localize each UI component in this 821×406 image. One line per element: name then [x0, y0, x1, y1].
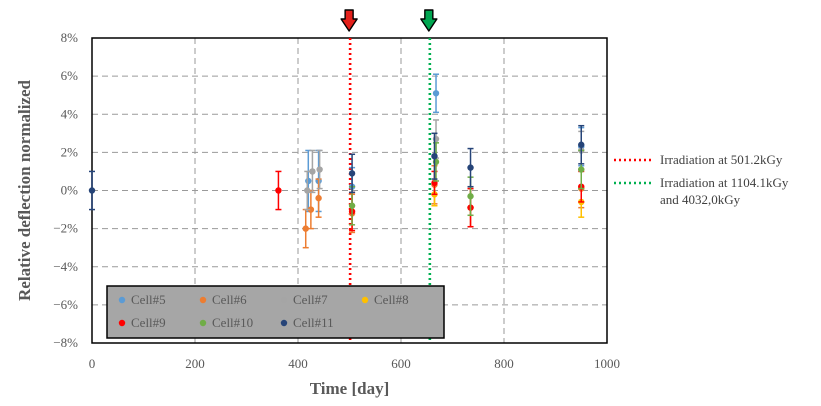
marker	[275, 187, 282, 194]
marker	[578, 166, 585, 173]
marker	[305, 177, 312, 185]
legend-label: Cell#8	[374, 292, 409, 307]
annotation-legend: Irradiation at 501.2kGy Irradiation at 11…	[614, 152, 789, 207]
data-point	[302, 208, 309, 249]
marker	[309, 168, 316, 175]
y-tick-label: −6%	[53, 297, 78, 312]
legend-label: Cell#7	[293, 292, 328, 307]
y-tick-label: 8%	[61, 30, 79, 45]
legend-label: Cell#11	[293, 315, 334, 330]
marker	[431, 152, 438, 160]
marker	[467, 193, 474, 200]
x-axis-title: Time [day]	[310, 379, 390, 398]
legend-marker	[280, 319, 288, 327]
marker	[467, 164, 474, 171]
x-tick-label: 400	[288, 356, 308, 371]
legend-label: Cell#5	[131, 292, 166, 307]
data-point	[467, 147, 474, 188]
legend-marker	[199, 296, 207, 304]
data-point	[315, 178, 322, 218]
y-tick-label: −8%	[53, 335, 78, 350]
data-points	[88, 73, 585, 249]
down-arrow-icon	[420, 9, 438, 32]
marker	[307, 206, 315, 213]
legend-marker	[199, 319, 207, 327]
marker	[88, 187, 96, 194]
x-tick-label: 800	[494, 356, 514, 371]
irradiation-lines	[348, 38, 432, 343]
data-point	[431, 132, 438, 180]
legend-marker	[118, 296, 126, 304]
y-tick-label: 6%	[61, 68, 79, 83]
marker	[315, 194, 322, 202]
y-tick-label: 0%	[61, 183, 79, 198]
y-tick-label: 4%	[61, 106, 79, 121]
legend-label: Cell#10	[212, 315, 253, 330]
annotation-label: and 4032,0kGy	[660, 192, 741, 207]
data-point	[432, 73, 440, 114]
data-point	[348, 153, 356, 194]
marker	[304, 187, 311, 194]
irradiation-arrows	[340, 9, 438, 32]
legend-marker	[118, 319, 126, 327]
legend-label: Cell#6	[212, 292, 247, 307]
data-point	[309, 149, 316, 194]
marker	[348, 202, 356, 209]
x-tick-label: 600	[391, 356, 411, 371]
x-tick-label: 200	[185, 356, 205, 371]
legend-label: Cell#9	[131, 315, 166, 330]
y-tick-label: −4%	[53, 259, 78, 274]
data-point	[304, 170, 311, 211]
marker	[348, 170, 356, 177]
x-tick-label: 1000	[594, 356, 620, 371]
down-arrow-icon	[340, 9, 358, 32]
data-point	[275, 170, 282, 211]
y-axis-title: Relative deflection normalized	[15, 79, 34, 300]
x-tick-label: 0	[89, 356, 96, 371]
legend-marker	[361, 296, 369, 304]
data-point	[578, 124, 585, 165]
legend-box	[106, 285, 445, 339]
annotation-label: Irradiation at 1104.1kGy	[660, 175, 789, 190]
marker	[578, 141, 585, 148]
annotation-label: Irradiation at 501.2kGy	[660, 152, 783, 167]
y-tick-label: −2%	[53, 221, 78, 236]
legend: Cell#5 Cell#6 Cell#7 Cell#8 Cell#9 Cell#10 Cel…	[106, 285, 445, 339]
y-tick-label: 2%	[61, 144, 79, 159]
tick-labels: 0 200 400 600 800 1000 8% 6% 4% 2% 0% −2% −4% −6% −8%	[53, 30, 620, 371]
marker	[316, 166, 323, 173]
data-point	[88, 170, 96, 211]
marker	[302, 225, 309, 232]
marker	[432, 90, 440, 97]
data-point	[316, 149, 323, 190]
legend-marker	[280, 296, 288, 304]
